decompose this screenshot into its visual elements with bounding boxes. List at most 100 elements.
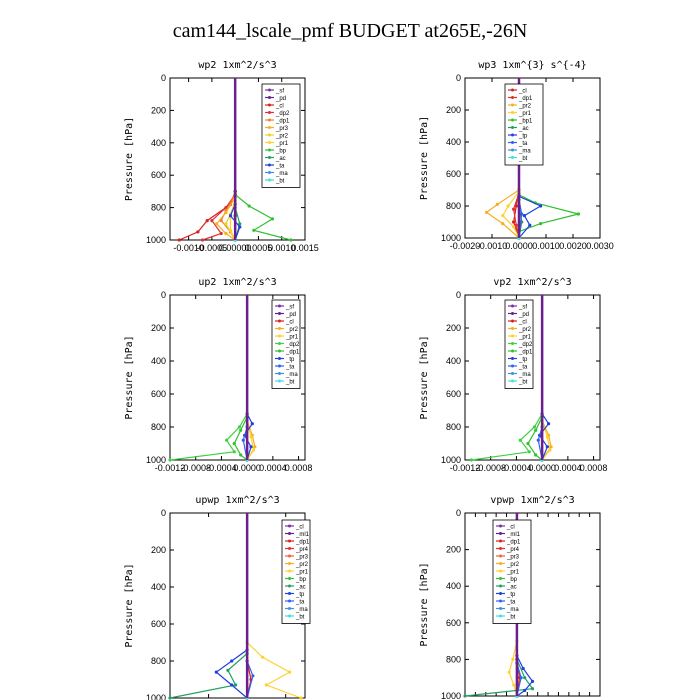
legend-marker [511, 349, 514, 353]
chart-panel-6: vpwp 1xm^2/s^3 Pressure [hPa] 0 200 400 600 80… [419, 495, 601, 700]
legend-label: _dp2 [518, 342, 533, 348]
legend-label: _pd [285, 312, 296, 318]
legend-label: _ac [518, 126, 529, 132]
legend-marker [268, 126, 271, 129]
legend-marker [288, 539, 291, 543]
legend-marker [499, 592, 502, 595]
legend-label: _dp1 [275, 119, 290, 125]
legend-label: _cl [518, 89, 527, 95]
legend-marker [288, 577, 291, 580]
x-tick-label: 0.0030 [586, 241, 614, 251]
legend-label: _ac [295, 585, 306, 591]
series-point [196, 230, 200, 234]
plot-frame [464, 294, 601, 461]
series-point [485, 210, 489, 214]
x-tick-label: -0.0010 [173, 243, 204, 253]
series-line [215, 513, 248, 699]
legend-label: _tp [506, 592, 516, 598]
legend-label: _dp1 [295, 540, 310, 546]
y-tick-label: 400 [446, 137, 461, 147]
series-point [239, 428, 243, 432]
y-tick-label: 400 [446, 581, 461, 591]
series-point [506, 204, 510, 208]
series-point [224, 222, 228, 226]
legend-marker [278, 349, 281, 353]
y-tick-label: 1000 [441, 455, 461, 465]
x-tick-label: -0.0004 [206, 463, 237, 473]
y-tick-label: 800 [446, 422, 461, 432]
legend-marker [511, 133, 514, 137]
legend-marker [511, 111, 514, 114]
y-tick-label: 600 [446, 618, 461, 628]
legend-label: _pr3 [295, 555, 309, 561]
legend-label: _cl [285, 320, 294, 326]
legend-marker [268, 118, 271, 122]
legend-marker [278, 364, 281, 368]
chart-panel-3: up2 1xm^2/s^3 Pressure [hPa] 0 200 400 600 800… [124, 277, 312, 473]
series-point [520, 212, 524, 216]
y-axis-label: Pressure [hPa] [124, 335, 135, 419]
y-tick-label: 200 [151, 323, 166, 333]
legend-box [281, 519, 311, 624]
legend-label: _bt [506, 615, 516, 621]
y-tick-label: 800 [151, 656, 166, 666]
series-point [215, 222, 219, 226]
x-tick-label: 0.0020 [559, 241, 587, 251]
y-tick-label: 1000 [146, 693, 166, 700]
legend-label: _ma [518, 372, 531, 378]
x-tick-label: 0.0010 [532, 241, 560, 251]
legend-label: _pr1 [518, 111, 532, 117]
legend-marker [288, 554, 291, 558]
series-point [225, 438, 229, 442]
chart-title: wp2 1xm^2/s^3 [198, 60, 276, 71]
chart-panel-5: upwp 1xm^2/s^3 Pressure [hPa] 0 200 400 600 80… [124, 495, 311, 700]
series-point [249, 445, 253, 449]
x-tick-label: -0.0008 [180, 463, 211, 473]
legend-marker [278, 334, 281, 338]
legend-label: _ta [295, 600, 305, 606]
legend-marker [511, 96, 514, 99]
series-point [299, 696, 303, 700]
legend-label: _pr1 [518, 335, 532, 341]
legend-marker [499, 584, 502, 588]
y-tick-label: 600 [151, 619, 166, 629]
series-point [226, 668, 230, 672]
x-tick-label: -0.0010 [477, 241, 508, 251]
series-point [534, 453, 538, 457]
y-tick-label: 600 [151, 170, 166, 180]
legend-marker [511, 118, 514, 122]
series-point [232, 450, 236, 454]
legend-marker [511, 334, 514, 338]
legend-marker [511, 148, 514, 152]
legend-label: _ma [518, 149, 531, 155]
legend-label: _pr2 [275, 134, 289, 140]
y-tick-label: 400 [151, 138, 166, 148]
legend-label: _bp [275, 149, 287, 155]
series-point [228, 214, 233, 218]
y-tick-label: 200 [446, 323, 461, 333]
legend-marker [511, 357, 514, 360]
legend-label: _pr4 [506, 547, 520, 553]
legend-marker [278, 379, 281, 383]
legend-label: _pr2 [295, 562, 309, 568]
series-point [526, 441, 530, 446]
legend-marker [268, 171, 271, 174]
legend-label: _dp1 [285, 350, 300, 356]
legend-marker [511, 312, 514, 315]
series-point [228, 228, 233, 232]
y-tick-label: 0 [456, 508, 461, 518]
x-tick-label: -0.0012 [450, 463, 481, 473]
legend-label: _bt [285, 380, 295, 386]
y-tick-label: 400 [446, 356, 461, 366]
legend-marker [511, 372, 514, 375]
plot-frame [169, 77, 306, 241]
series-point [512, 683, 516, 687]
x-tick-label: -0.0008 [475, 463, 506, 473]
legend-label: _bp1 [518, 119, 533, 125]
series-line [179, 78, 236, 241]
y-tick-label: 1000 [146, 455, 166, 465]
y-tick-label: 800 [151, 422, 166, 432]
legend-label: _dp1 [506, 540, 521, 546]
x-tick-label: 0.0008 [285, 463, 313, 473]
plot-frame [464, 512, 601, 697]
